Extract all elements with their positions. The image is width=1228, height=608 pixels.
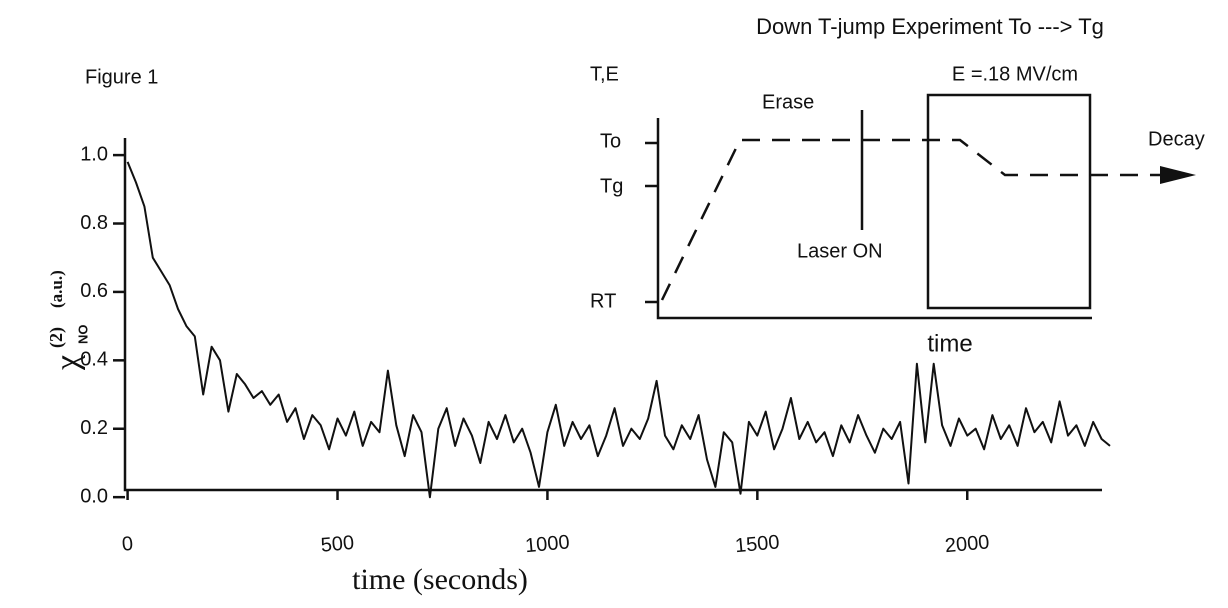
laser-label: Laser ON bbox=[797, 240, 883, 262]
y-axis-label: χ (2) NO (a.u.) bbox=[46, 270, 90, 371]
axes bbox=[123, 138, 1102, 492]
inset-ticks bbox=[645, 141, 658, 304]
inset-y-label: T,E bbox=[590, 63, 619, 85]
x-tick-label: 1000 bbox=[524, 531, 570, 557]
rt-label: RT bbox=[590, 290, 616, 312]
y-superscript: (2) bbox=[46, 327, 67, 348]
erase-label: Erase bbox=[762, 91, 814, 113]
x-tick-label: 2000 bbox=[944, 531, 990, 557]
x-tick-label: 1500 bbox=[734, 531, 780, 557]
y-tick-label: 0.0 bbox=[80, 485, 108, 507]
inset-axes bbox=[656, 118, 1092, 320]
figure-label: Figure 1 bbox=[85, 66, 158, 88]
y-tick-label: 0.8 bbox=[80, 212, 108, 234]
inset-x-label: time bbox=[927, 330, 972, 357]
decay-arrow bbox=[1160, 166, 1196, 184]
temperature-profile bbox=[660, 138, 1165, 301]
y-tick-label: 0.4 bbox=[80, 349, 108, 371]
x-axis-label: time (seconds) bbox=[352, 563, 528, 596]
y-unit: (a.u.) bbox=[47, 270, 66, 308]
field-label: E =.18 MV/cm bbox=[952, 63, 1078, 85]
y-subscript: NO bbox=[75, 325, 90, 345]
y-tick-label: 0.2 bbox=[80, 417, 108, 439]
decay-label: Decay bbox=[1148, 128, 1205, 150]
to-label: To bbox=[600, 130, 621, 152]
y-tick-label: 1.0 bbox=[80, 143, 108, 165]
tg-label: Tg bbox=[600, 175, 623, 197]
inset-title: Down T-jump Experiment To ---> Tg bbox=[756, 14, 1104, 39]
inset: Down T-jump Experiment To ---> Tg T,E E … bbox=[590, 14, 1205, 358]
data-line bbox=[126, 161, 1111, 499]
y-tick-label: 0.6 bbox=[80, 280, 108, 302]
x-tick-label: 0 bbox=[121, 533, 134, 556]
x-tick-label: 500 bbox=[320, 532, 355, 557]
y-symbol: χ bbox=[49, 355, 86, 371]
field-box bbox=[926, 93, 1092, 310]
